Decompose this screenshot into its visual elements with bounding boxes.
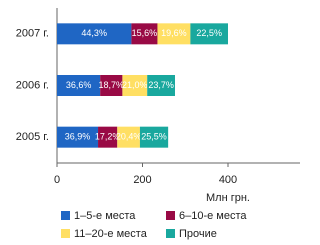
bar-segment	[131, 23, 158, 45]
bar-segment	[57, 75, 101, 96]
data-label: 23,7%	[148, 80, 174, 90]
legend-label: 1–5-е места	[74, 210, 136, 222]
legend-label: Прочие	[179, 228, 217, 240]
bar-segment	[100, 75, 123, 96]
bar-segment	[57, 23, 132, 45]
bar-segment	[117, 126, 140, 148]
data-label: 44,3%	[81, 28, 107, 38]
x-tick-label: 200	[133, 174, 151, 186]
data-label: 17,2%	[95, 132, 121, 142]
chart: Млн грн. 02004006008002007 г.44,3%15,6%1…	[16, 8, 300, 240]
y-tick-label: 2006 г.	[16, 79, 49, 91]
data-label: 15,6%	[132, 28, 158, 38]
data-label: 22,5%	[196, 28, 222, 38]
bar-segment	[122, 75, 148, 96]
bar-segment	[157, 23, 191, 45]
x-tick-label: 0	[54, 174, 60, 186]
legend-label: 11–20-е места	[74, 228, 148, 240]
data-label: 19,6%	[161, 28, 187, 38]
legend-label: 6–10-е места	[179, 210, 247, 222]
y-tick-label: 2005 г.	[16, 131, 49, 143]
data-label: 21,0%	[122, 80, 148, 90]
x-axis-label: Млн грн.	[206, 192, 250, 204]
legend-swatch	[61, 211, 70, 220]
legend-swatch	[61, 229, 70, 238]
bar-segment	[57, 126, 99, 148]
legend-swatch	[166, 229, 175, 238]
data-label: 36,6%	[66, 80, 92, 90]
legend-swatch	[166, 211, 175, 220]
bar-segment	[147, 75, 175, 96]
data-label: 20,4%	[116, 132, 142, 142]
x-tick-label: 400	[219, 174, 237, 186]
bar-segment	[190, 23, 228, 45]
data-label: 18,7%	[99, 80, 125, 90]
y-tick-label: 2007 г.	[16, 28, 49, 40]
bar-segment	[98, 126, 118, 148]
data-label: 36,9%	[65, 132, 91, 142]
bar-segment	[139, 126, 169, 148]
data-label: 25,5%	[141, 132, 167, 142]
